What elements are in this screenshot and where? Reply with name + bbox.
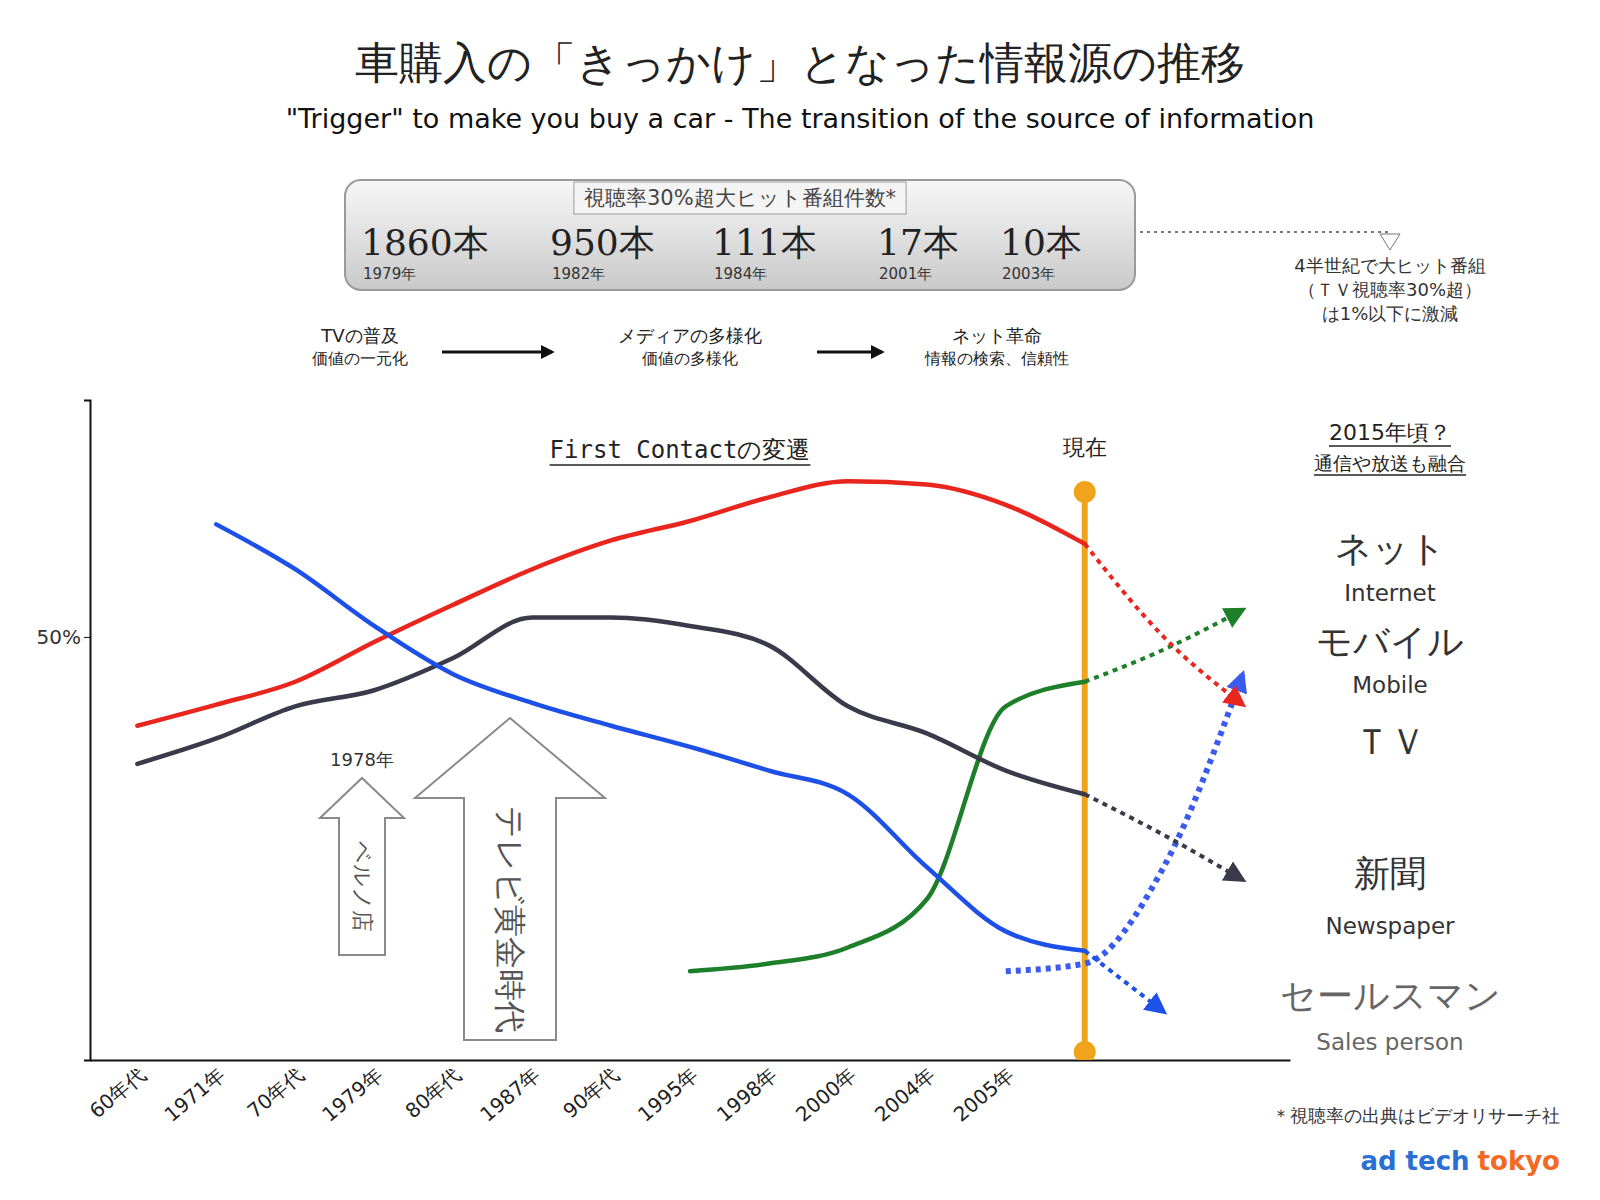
now-label: 現在	[1063, 435, 1107, 460]
x-tick-label: 1998年	[712, 1063, 782, 1127]
hit-count: 950本	[550, 222, 655, 263]
slide-background	[0, 0, 1600, 1200]
event-text: テレビ黄金時代	[491, 806, 529, 1033]
series-line	[137, 481, 1084, 726]
now-line	[1082, 492, 1088, 1060]
series-line	[137, 617, 1084, 794]
hit-year: 2003年	[1002, 265, 1055, 283]
era-text: 情報の検索、信頼性	[924, 349, 1069, 368]
hit-count: 10本	[1000, 222, 1082, 263]
x-tick: 2004年	[870, 1063, 940, 1127]
hit-year: 1984年	[714, 265, 767, 283]
x-tick: 80年代	[400, 1063, 466, 1123]
x-tick-label: 2004年	[870, 1063, 940, 1127]
x-tick: 1971年	[159, 1063, 229, 1127]
plot-title: First Contactの変遷	[550, 436, 811, 464]
event-arrow	[415, 718, 605, 1040]
era-text: TVの普及	[320, 325, 398, 346]
series-label: セールスマン	[1280, 975, 1501, 1016]
era-arrow	[817, 351, 882, 354]
series-label: モバイル	[1316, 621, 1464, 662]
series-label-en: Internet	[1344, 580, 1435, 606]
outlook-underline	[1314, 474, 1466, 476]
logo-brand: ad tech	[1360, 1146, 1469, 1176]
era-text: メディアの多様化	[618, 325, 762, 346]
hit-count: 1860本	[361, 222, 489, 263]
hit-note: （ＴＶ視聴率30%超）	[1298, 279, 1482, 300]
hit-note: は1%以下に激減	[1322, 303, 1459, 324]
x-tick: 1987年	[475, 1063, 545, 1127]
x-tick-label: 1971年	[159, 1063, 229, 1127]
outlook-title: 2015年頃？	[1329, 420, 1451, 445]
x-tick-label: 1995年	[633, 1063, 703, 1127]
x-tick-label: 2005年	[949, 1063, 1019, 1127]
series-label: 新聞	[1354, 853, 1426, 894]
x-tick: 2005年	[949, 1063, 1019, 1127]
y-tick-label: 50%	[37, 625, 81, 649]
series-forecast	[1085, 794, 1243, 879]
series-label: ＴＶ	[1354, 721, 1426, 762]
x-tick: 60年代	[85, 1063, 151, 1123]
series-line	[216, 524, 1084, 950]
hit-box	[345, 180, 1135, 290]
series-forecast	[1006, 674, 1243, 971]
x-tick-label: 70年代	[243, 1063, 309, 1123]
x-tick-label: 90年代	[558, 1063, 624, 1123]
x-tick: 1995年	[633, 1063, 703, 1127]
y-axis-line	[84, 401, 91, 1061]
outlook-underline	[1329, 445, 1451, 447]
subtitle: "Trigger" to make you buy a car - The tr…	[286, 103, 1315, 134]
x-tick-label: 1987年	[475, 1063, 545, 1127]
event-text: ベルノ店	[350, 841, 375, 932]
logo-city: tokyo	[1478, 1146, 1560, 1176]
x-tick-label: 1979年	[317, 1063, 387, 1127]
y-tick-mark	[84, 637, 90, 638]
series-label-en: Sales person	[1316, 1029, 1463, 1055]
x-tick-label: 2000年	[791, 1063, 861, 1127]
era-text: 価値の多様化	[642, 349, 738, 368]
now-dot	[1074, 1041, 1096, 1060]
series-label: ネット	[1335, 528, 1446, 569]
x-tick: 2000年	[791, 1063, 861, 1127]
hit-box-title-bg	[574, 182, 906, 214]
x-axis: 60年代1971年70年代1979年80年代1987年90年代1995年1998…	[85, 1061, 1291, 1127]
chart-svg: 車購入の「きっかけ」となった情報源の推移 "Trigger" to make yo…	[0, 0, 1600, 1200]
x-tick-label: 60年代	[85, 1063, 151, 1123]
event-year: 1978年	[330, 749, 394, 770]
hit-year: 1979年	[363, 265, 416, 283]
x-tick: 1979年	[317, 1063, 387, 1127]
plot-title-underline	[550, 464, 811, 466]
note-connector	[1140, 231, 1390, 233]
x-axis-line	[91, 1060, 1291, 1062]
series-forecast	[1085, 610, 1243, 682]
hit-year: 2001年	[879, 265, 932, 283]
hit-year: 1982年	[552, 265, 605, 283]
x-tick: 1998年	[712, 1063, 782, 1127]
y-axis: 50%	[37, 401, 91, 1061]
note-pointer	[1380, 234, 1400, 250]
x-tick: 70年代	[243, 1063, 309, 1123]
era-text: 価値の一元化	[312, 349, 408, 368]
hit-count: 111本	[712, 222, 817, 263]
chart-root: 車購入の「きっかけ」となった情報源の推移 "Trigger" to make yo…	[0, 0, 1600, 1200]
y-tick: 50%	[37, 625, 90, 649]
event-arrow	[320, 778, 404, 955]
x-tick: 90年代	[558, 1063, 624, 1123]
series-label-en: Newspaper	[1325, 913, 1455, 939]
hit-note: 4半世紀で大ヒット番組	[1294, 255, 1485, 276]
title: 車購入の「きっかけ」となった情報源の推移	[355, 37, 1245, 88]
outlook-subtitle: 通信や放送も融合	[1314, 452, 1466, 474]
hit-count: 17本	[877, 222, 959, 263]
hit-box-title: 視聴率30%超大ヒット番組件数*	[584, 186, 896, 210]
series-forecast	[1085, 951, 1164, 1012]
x-tick-label: 80年代	[400, 1063, 466, 1123]
now-dot	[1074, 481, 1096, 503]
footnote: ＊視聴率の出典はビデオリサーチ社	[1272, 1105, 1560, 1126]
plot-area	[137, 481, 1242, 1060]
series-forecast	[1085, 544, 1243, 705]
era-text: ネット革命	[952, 325, 1042, 346]
series-label-en: Mobile	[1352, 672, 1427, 698]
era-arrow	[442, 351, 552, 354]
